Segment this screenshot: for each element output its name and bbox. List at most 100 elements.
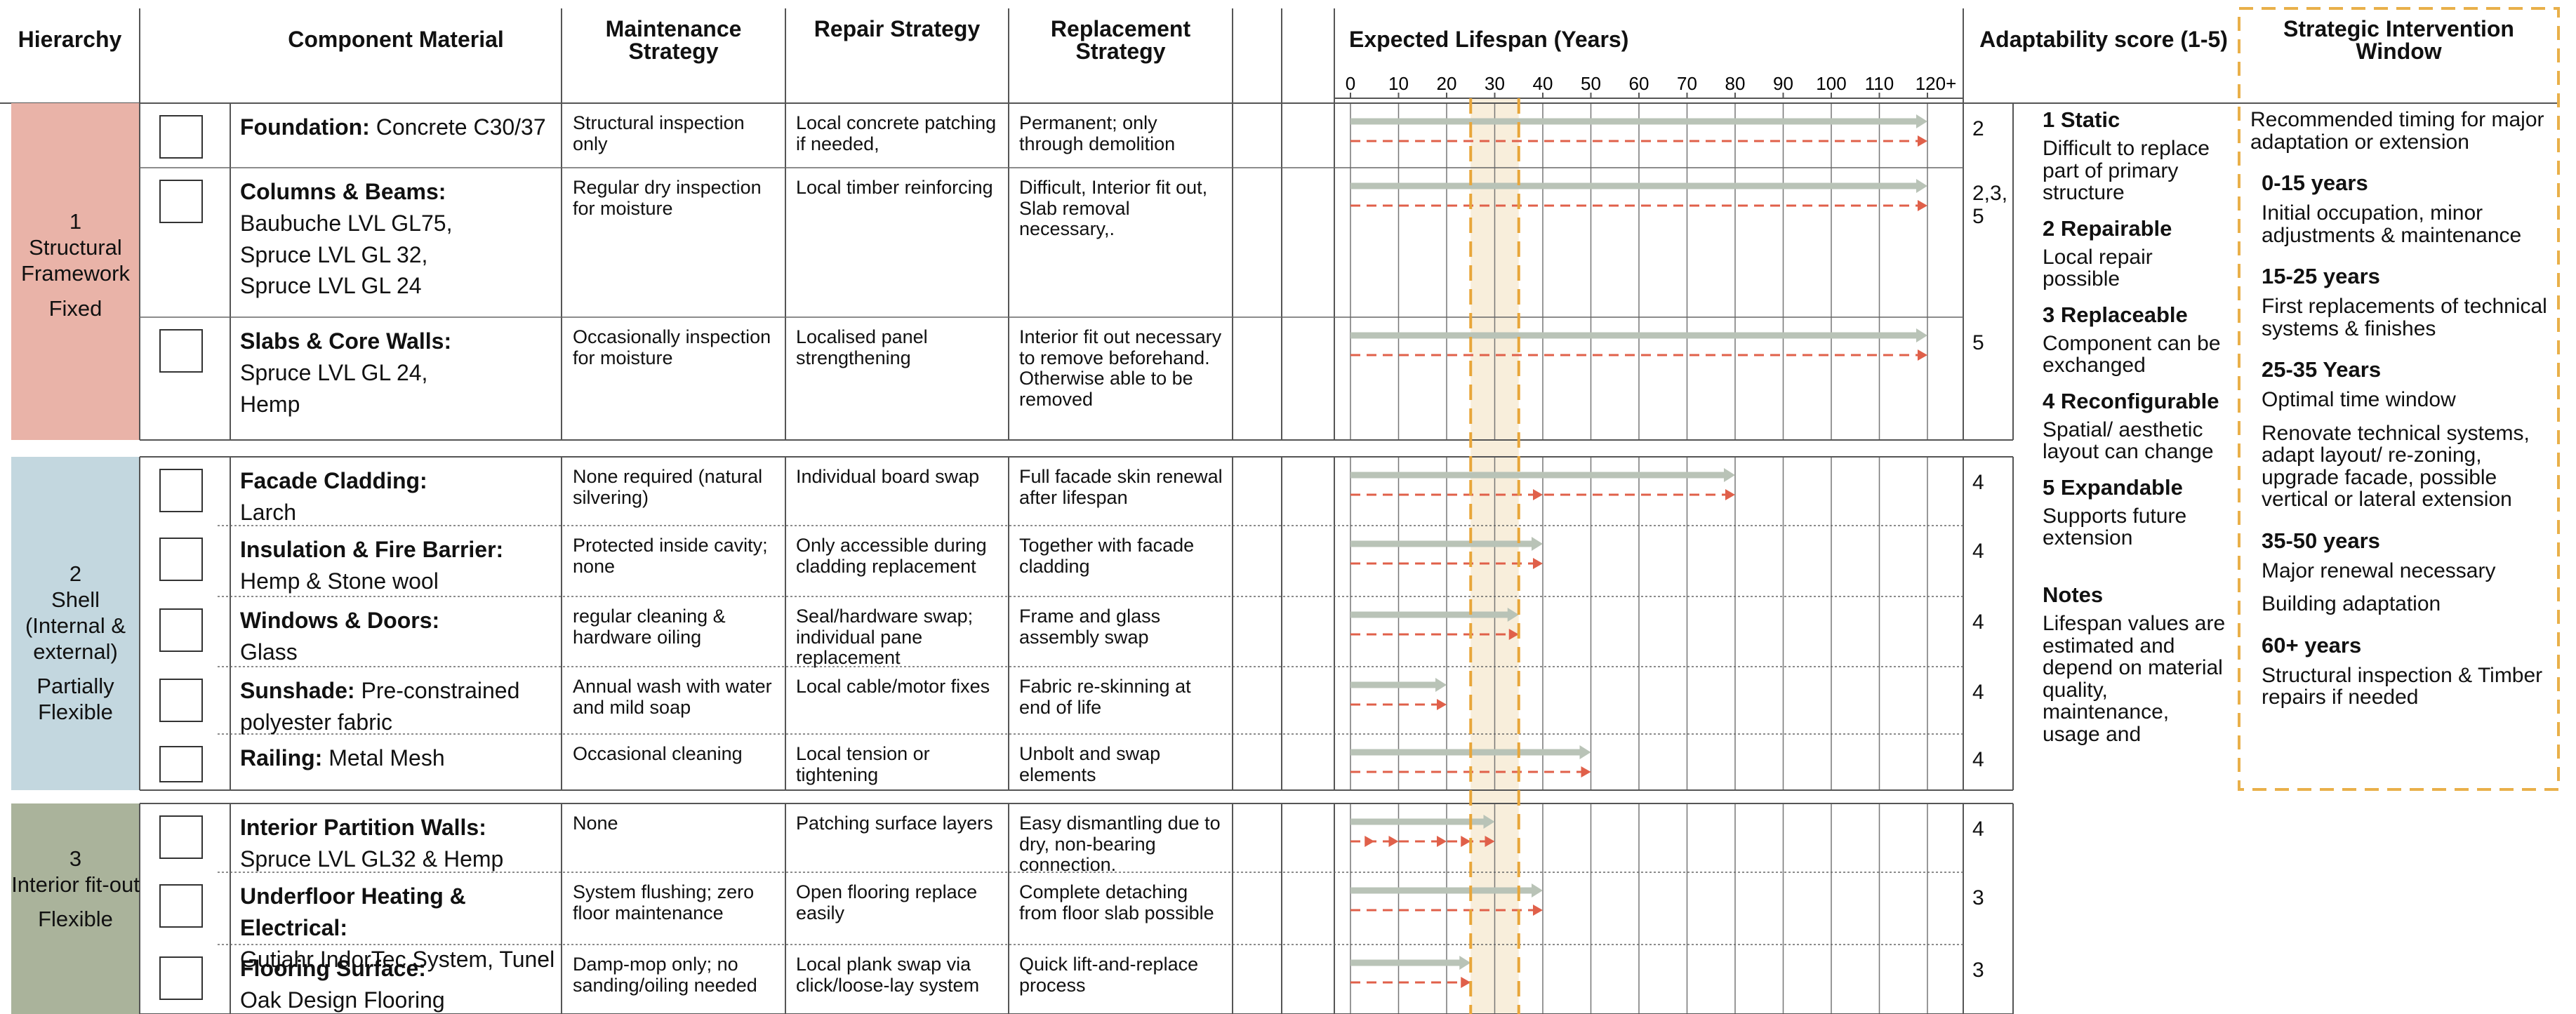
legend-text: Component can be exchanged <box>2043 331 2221 378</box>
replacement-text: Fabric re-skinning at end of life <box>1019 676 1191 718</box>
lifespan-arrowhead <box>1916 114 1927 128</box>
component-name: Sunshade: <box>240 678 355 703</box>
legend-title: 3 Replaceable <box>2043 302 2188 327</box>
component-icon <box>159 538 203 581</box>
notes-text: Lifespan values are estimated and depend… <box>2043 612 2226 746</box>
tick-label: 120+ <box>1916 73 1957 94</box>
tick-label: 80 <box>1725 73 1746 94</box>
header-window: Strategic Intervention Window <box>2283 16 2514 64</box>
notes-title: Notes <box>2043 582 2104 607</box>
component-icon <box>159 115 203 159</box>
hierarchy-label: 2 Shell (Internal & external) Partially Fl… <box>11 561 140 726</box>
adaptability-score: 4 <box>1972 611 1984 634</box>
lifespan-arrowhead <box>1483 815 1495 829</box>
replacement-arrowhead <box>1508 629 1519 640</box>
maintenance-text: None required (natural silvering) <box>573 466 763 508</box>
repair-text: Local tension or tightening <box>796 743 930 785</box>
adaptability-score: 3 <box>1972 959 1984 982</box>
hierarchy-label: 1 Structural Framework Fixed <box>11 208 140 321</box>
component-icon <box>159 180 203 223</box>
adaptability-legend: 1 Static Difficult to replace part of pri… <box>2043 105 2232 745</box>
maintenance-text: Protected inside cavity; none <box>573 535 768 577</box>
replacement-text: Unbolt and swap elements <box>1019 743 1161 785</box>
intervention-window: Recommended timing for major adaptation … <box>2250 109 2552 709</box>
hierarchy-label: 3 Interior fit-out Flexible <box>11 846 140 933</box>
maintenance-text: None <box>573 813 618 834</box>
tick-label: 50 <box>1581 73 1601 94</box>
component-material: Pre-constrained polyester fabric <box>240 678 520 735</box>
legend-text: Supports future extension <box>2043 504 2187 550</box>
replacement-text: Quick lift-and-replace process <box>1019 954 1199 996</box>
repair-text: Seal/hardware swap; individual pane repl… <box>796 606 974 669</box>
component-material: Metal Mesh <box>328 745 445 770</box>
tick-label: 10 <box>1388 73 1409 94</box>
repair-text: Localised panel strengthening <box>796 326 928 368</box>
repair-text: Only accessible during cladding replacem… <box>796 535 987 577</box>
maintenance-text: Regular dry inspection for moisture <box>573 177 762 219</box>
component-name: Insulation & Fire Barrier: <box>240 537 504 562</box>
header-hierarchy: Hierarchy <box>18 27 122 52</box>
component-icon <box>159 469 203 512</box>
replacement-arrowhead <box>1725 489 1735 500</box>
window-text: Optimal time window <box>2262 388 2456 412</box>
hierarchy-cell <box>11 103 140 440</box>
repair-text: Local plank swap via click/loose-lay sys… <box>796 954 980 996</box>
lifespan-arrowhead <box>1579 745 1591 759</box>
tick-label: 30 <box>1485 73 1505 94</box>
adaptability-score: 4 <box>1972 540 1984 563</box>
window-text: Initial occupation, minor adjustments & … <box>2262 201 2522 247</box>
component-name: Windows & Doors: <box>240 608 440 633</box>
header-lifespan: Expected Lifespan (Years) <box>1349 27 1629 52</box>
repair-text: Patching surface layers <box>796 813 993 834</box>
lifespan-arrowhead <box>1724 468 1735 482</box>
lifespan-arrowhead <box>1532 883 1543 898</box>
component-cell: Sunshade: Pre-constrained polyester fabr… <box>240 675 556 738</box>
repair-text: Local timber reinforcing <box>796 177 993 198</box>
replacement-text: Difficult, Interior fit out, Slab remova… <box>1019 177 1208 240</box>
replacement-arrowhead <box>1437 699 1447 710</box>
hierarchy-name: Structural Framework <box>20 235 130 286</box>
component-icon <box>159 815 203 859</box>
tick-label: 110 <box>1865 73 1894 94</box>
maintenance-text: Structural inspection only <box>573 112 745 154</box>
replacement-text: Interior fit out necessary to remove bef… <box>1019 326 1222 411</box>
tick-label: 90 <box>1773 73 1793 94</box>
lifespan-arrowhead <box>1916 328 1927 342</box>
maintenance-text: Annual wash with water and mild soap <box>573 676 772 718</box>
adaptability-score: 4 <box>1972 681 1984 704</box>
hierarchy-name: Shell (Internal & external) <box>25 587 126 665</box>
tick-label: 0 <box>1346 73 1355 94</box>
replacement-arrowhead <box>1533 905 1543 916</box>
component-material: Spruce LVL GL32 & Hemp <box>240 846 504 872</box>
component-name: Underfloor Heating & Electrical: <box>240 883 466 940</box>
hierarchy-number: 3 <box>69 846 82 871</box>
component-icon <box>159 679 203 722</box>
window-text: Major renewal necessary <box>2262 559 2496 582</box>
replacement-arrowhead <box>1918 135 1927 147</box>
component-material: Glass <box>240 639 298 665</box>
header-adaptability: Adaptability score (1-5) <box>1979 27 2228 52</box>
window-text: Structural inspection & Timber repairs i… <box>2262 663 2543 709</box>
replacement-arrowhead <box>1581 766 1591 778</box>
hierarchy-cell <box>11 803 140 1014</box>
hierarchy-flexibility: Flexible <box>38 907 113 932</box>
replacement-text: Together with facade cladding <box>1019 535 1195 577</box>
replacement-text: Permanent; only through demolition <box>1019 112 1176 154</box>
component-cell: Flooring Surface: Oak Design Flooring <box>240 953 556 1014</box>
component-material: Larch <box>240 499 297 525</box>
hierarchy-flexibility: Partially Flexible <box>36 674 114 725</box>
adaptability-score: 4 <box>1972 818 1984 841</box>
replacement-arrowhead <box>1485 836 1495 847</box>
component-cell: Railing: Metal Mesh <box>240 742 556 774</box>
component-cell: Facade Cladding: Larch <box>240 465 556 528</box>
component-name: Flooring Surface: <box>240 956 426 981</box>
component-cell: Insulation & Fire Barrier: Hemp & Stone w… <box>240 534 556 597</box>
component-name: Railing: <box>240 745 323 770</box>
window-text: Building adaptation <box>2262 592 2441 616</box>
component-cell: Columns & Beams: Baubuche LVL GL75, Spruce… <box>240 176 556 302</box>
component-name: Columns & Beams: <box>240 179 446 204</box>
component-icon <box>159 884 203 928</box>
hierarchy-cell <box>11 457 140 790</box>
